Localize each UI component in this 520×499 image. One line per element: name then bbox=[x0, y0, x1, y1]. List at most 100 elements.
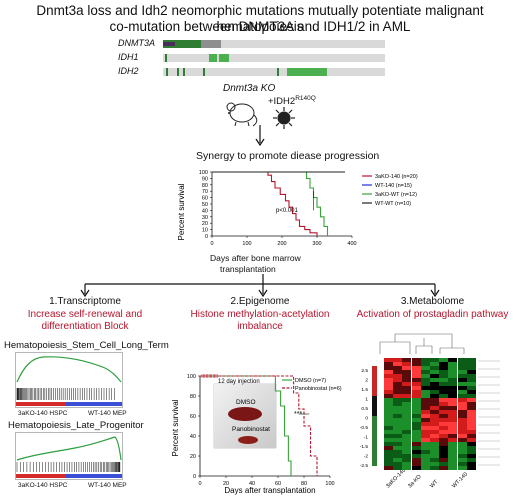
survival-chart-epigenome: Percent survival 0 20 40 60 80 100 0 20 40 60 80 10… bbox=[171, 374, 342, 495]
heatmap-cell bbox=[439, 434, 449, 438]
heatmap-cell bbox=[466, 414, 476, 418]
heatmap-cell bbox=[430, 466, 439, 470]
heatmap-cell bbox=[439, 414, 449, 418]
main-x-tick-label: 200 bbox=[277, 241, 286, 247]
main-title-line2: co-mutation between DNMT3A and IDH1/2 in… bbox=[109, 19, 411, 34]
heatmap-cell bbox=[393, 454, 403, 458]
section-transcriptome-sub2: differentiation Block bbox=[41, 321, 129, 332]
heatmap-cell bbox=[402, 446, 412, 450]
epi-legend-label: Panobinostat (n=6) bbox=[295, 386, 342, 392]
legend-label: WT-WT (n=10) bbox=[375, 201, 411, 207]
heatmap-cell bbox=[411, 358, 421, 362]
heatmap-cell bbox=[420, 458, 430, 462]
main-y-tick-label: 30 bbox=[202, 215, 208, 221]
heatmap-cell bbox=[448, 458, 458, 462]
heatmap-cell bbox=[448, 462, 458, 466]
heatmap-cell bbox=[439, 418, 449, 422]
heatmap-cell bbox=[384, 462, 393, 466]
heatmap-cell bbox=[420, 422, 430, 426]
heatmap-cell bbox=[411, 442, 421, 446]
main-x-tick-label: 0 bbox=[210, 241, 213, 247]
heatmap-cell bbox=[457, 374, 467, 378]
heatmap-cell bbox=[430, 370, 439, 374]
heatmap-cell bbox=[393, 422, 403, 426]
synergy-text: Synergy to promote diease progression bbox=[196, 150, 380, 162]
epi-x-tick-label: 80 bbox=[301, 481, 307, 487]
heatmap-cell bbox=[411, 382, 421, 386]
heatmap-cell bbox=[420, 366, 430, 370]
heatmap-cell bbox=[439, 378, 449, 382]
heatmap-cell bbox=[430, 418, 439, 422]
heatmap-cell bbox=[466, 422, 476, 426]
heatmap-cell bbox=[411, 362, 421, 366]
heatmap-cell bbox=[420, 466, 430, 470]
heatmap-cell bbox=[457, 370, 467, 374]
heatmap-cell bbox=[384, 398, 393, 402]
heatmap-cell bbox=[466, 394, 476, 398]
heatmap-cell bbox=[402, 426, 412, 430]
heatmap-cell bbox=[430, 366, 439, 370]
heatmap-cell bbox=[402, 394, 412, 398]
heatmap-cell bbox=[393, 466, 403, 470]
epi-y-tick-label: 100 bbox=[187, 374, 196, 380]
scale-tick-label: -0.5 bbox=[360, 425, 369, 431]
main-x-tick-label: 100 bbox=[242, 241, 251, 247]
heatmap-cell bbox=[420, 386, 430, 390]
heatmap-cell bbox=[411, 386, 421, 390]
heatmap-cell bbox=[411, 378, 421, 382]
heatmap-cell bbox=[439, 402, 449, 406]
heatmap-cell bbox=[393, 446, 403, 450]
oncoprint-track-idh2 bbox=[163, 68, 385, 76]
heatmap-cell bbox=[411, 410, 421, 414]
gsea-top-title: Hematopoiesis_Stem_Cell_Long_Term bbox=[4, 340, 169, 351]
heatmap-cell bbox=[411, 398, 421, 402]
heatmap-cell bbox=[457, 414, 467, 418]
heatmap-cell bbox=[411, 422, 421, 426]
heatmap-cell bbox=[411, 450, 421, 454]
oncoprint-track-dnmt3a bbox=[163, 40, 385, 48]
heatmap-color-scale: 2.5 2 1.5 1 0.5 0 -0.5 -1 -1.5 -2 -2.5 bbox=[360, 366, 377, 469]
scale-tick-label: 0.5 bbox=[361, 406, 368, 412]
dnmt3a-ko-label: Dnmt3a KO bbox=[223, 83, 276, 94]
legend-label: 3aKO-140 (n=20) bbox=[375, 174, 418, 180]
heatmap-cell bbox=[420, 414, 430, 418]
heatmap-cell bbox=[457, 362, 467, 366]
heatmap-cell bbox=[411, 366, 421, 370]
column-label: 3aKO-140 bbox=[385, 470, 407, 489]
heatmap-cell bbox=[402, 442, 412, 446]
heatmap-cell bbox=[411, 426, 421, 430]
heatmap-cell bbox=[384, 434, 393, 438]
heatmap-cell bbox=[439, 410, 449, 414]
heatmap-cell bbox=[411, 434, 421, 438]
heatmap-cell bbox=[466, 382, 476, 386]
heatmap-cell bbox=[411, 418, 421, 422]
heatmap-cell bbox=[457, 410, 467, 414]
heatmap-grid bbox=[384, 358, 476, 470]
heatmap-cell bbox=[402, 438, 412, 442]
heatmap-cell bbox=[430, 442, 439, 446]
heatmap-cell bbox=[439, 430, 449, 434]
heatmap-cell bbox=[402, 358, 412, 362]
heatmap-cell bbox=[384, 406, 393, 410]
heatmap-cell bbox=[420, 370, 430, 374]
heatmap-cell bbox=[393, 438, 403, 442]
oncoprint-label-idh2: IDH2 bbox=[118, 66, 139, 76]
heatmap-cell bbox=[466, 466, 476, 470]
epi-series-line bbox=[200, 375, 318, 476]
heatmap-cell bbox=[430, 374, 439, 378]
heatmap-cell bbox=[420, 390, 430, 394]
heatmap-cell bbox=[457, 438, 467, 442]
scale-black-bar bbox=[372, 396, 377, 416]
heatmap-cell bbox=[439, 450, 449, 454]
heatmap-cell bbox=[439, 422, 449, 426]
gsea-top-left-label: 3aKO-140 HSPC bbox=[18, 410, 68, 417]
heatmap-cell bbox=[448, 442, 458, 446]
heatmap-cell bbox=[384, 386, 393, 390]
heatmap-cell bbox=[420, 362, 430, 366]
heatmap-cell bbox=[448, 454, 458, 458]
heatmap-cell bbox=[420, 398, 430, 402]
heatmap-cell bbox=[430, 362, 439, 366]
gsea-bottom-plot bbox=[15, 432, 123, 480]
main-series-line bbox=[212, 171, 318, 236]
heatmap-cell bbox=[420, 446, 430, 450]
